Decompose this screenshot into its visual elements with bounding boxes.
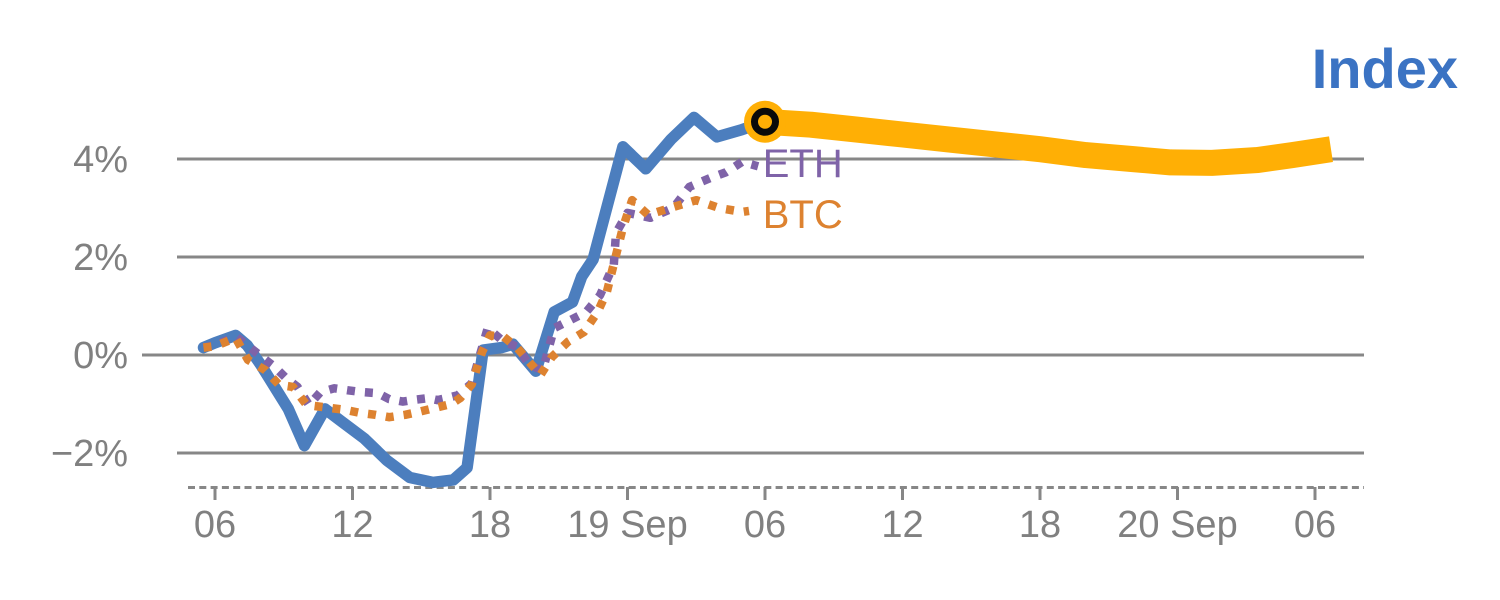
series-label-eth: ETH [763, 142, 843, 186]
x-axis-tick [763, 487, 767, 500]
y-tick-label: 2% [73, 237, 128, 279]
btc-line [202, 195, 750, 422]
y-tick-label: −2% [51, 433, 128, 475]
x-tick-label: 06 [194, 504, 236, 546]
x-tick-label: 12 [331, 504, 373, 546]
x-tick-label: 12 [881, 504, 923, 546]
y-tick-label: 0% [73, 335, 128, 377]
x-axis-tick [626, 487, 630, 500]
x-tick-label: 06 [744, 504, 786, 546]
index-band-line [764, 108, 1333, 176]
x-tick-label: 20 Sep [1117, 504, 1237, 546]
x-axis-tick [901, 487, 905, 500]
x-tick-label: 18 [469, 504, 511, 546]
latest-point-marker [751, 107, 780, 136]
x-axis-tick [351, 487, 355, 500]
index-line [197, 111, 771, 489]
x-axis-tick [1313, 487, 1317, 500]
y-tick-label: 4% [73, 139, 128, 181]
chart-title: Index [1312, 37, 1458, 100]
x-axis-tick [213, 487, 217, 500]
x-tick-label: 06 [1294, 504, 1336, 546]
x-tick-label: 18 [1019, 504, 1061, 546]
x-axis-tick [488, 487, 492, 500]
x-tick-label: 19 Sep [567, 504, 687, 546]
series-label-btc: BTC [763, 193, 843, 237]
x-axis-tick [1176, 487, 1180, 500]
x-axis-tick [1038, 487, 1042, 500]
